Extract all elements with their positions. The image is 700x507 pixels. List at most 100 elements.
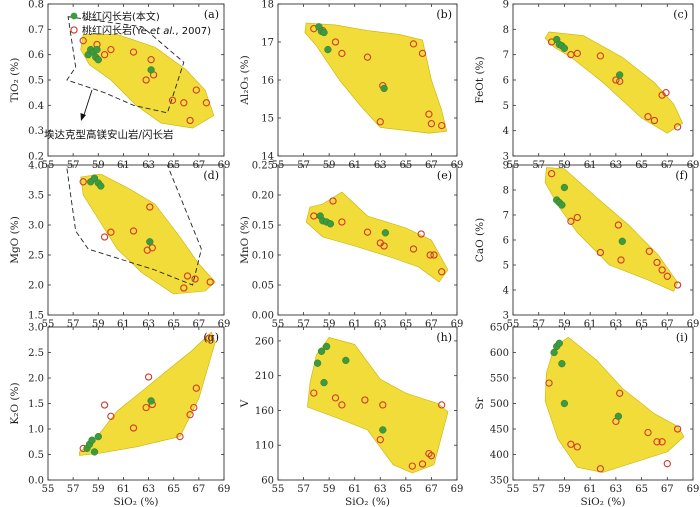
point-ye-h-3 [361,396,369,404]
y-axis-label-f: CaO (%) [474,218,486,262]
field-polygon-i [544,336,685,473]
point-ye-f-5 [617,256,625,264]
point-ye-g-9 [190,403,198,412]
point-this-study-e-4 [381,229,390,237]
field-polygon-g [79,331,216,456]
point-ye-d-5 [146,203,154,211]
x-tick-label-e-5: 65 [399,319,412,330]
y-tick-label-f-1: 4 [503,286,509,297]
point-this-study-i-2 [555,339,563,347]
point-this-study-g-2 [88,436,96,444]
field-polygon-b [304,22,448,134]
y-tick-label-g-4: 2.0 [28,374,44,385]
point-ye-g-5 [144,373,153,381]
point-ye-f-0 [547,170,556,178]
x-tick-label-g-2: 59 [92,484,105,495]
point-ye-c-7 [650,116,659,125]
x-tick-label-f-5: 65 [635,319,648,330]
point-this-study-d-1 [90,174,99,182]
x-tick-label-f-3: 61 [584,319,597,330]
point-this-study-h-1 [317,347,326,355]
point-ye-g-4 [142,403,150,412]
x-tick-label-i-1: 57 [532,484,545,495]
x-tick-label-g-5: 65 [167,484,180,495]
x-tick-label-h-6: 67 [425,484,438,495]
legend-marker-ye [70,26,78,34]
panel-d: 55 57 59 61 63 65 67 69 1.5 2.0 2.5 3.0 3.5 4.0 MgO (%… [9,161,230,331]
panel-letter-c: (c) [673,8,688,21]
point-ye-a-9 [180,99,188,107]
y-tick-label-g-0: 0.0 [28,476,44,487]
annotation-label: 埃达克型高镁安山岩/闪长岩 [44,128,174,141]
point-this-study-b-2 [320,28,328,37]
point-ye-b-2 [331,38,340,46]
x-tick-label-h-2: 59 [323,484,336,495]
x-tick-label-i-2: 59 [558,484,571,495]
x-tick-label-e-3: 61 [348,319,361,330]
point-ye-e-7 [417,230,425,238]
y-tick-label-c-0: 3 [503,152,509,163]
panel-letter-i: (i) [676,331,688,344]
point-this-study-e-3 [326,220,335,228]
point-ye-a-6 [147,56,155,64]
y-tick-label-a-0: 0.2 [28,152,44,163]
legend-marker-this-study [70,12,78,20]
x-tick-label-d-1: 57 [67,319,80,330]
point-ye-i-6 [644,428,652,437]
point-ye-h-6 [408,462,416,470]
panel-letter-b: (b) [436,8,452,21]
y-axis-label-b: Al₂O₃ (%) [239,55,251,105]
point-ye-d-8 [183,272,192,280]
x-tick-label-g-4: 63 [142,484,155,495]
point-ye-f-6 [645,247,653,255]
point-ye-e-10 [438,268,446,276]
point-this-study-f-2 [558,201,566,209]
point-this-study-g-3 [90,448,99,456]
adakitic-field-outline-d [65,165,202,286]
y-tick-label-i-3: 500 [490,399,509,410]
y-axis-label-e: MnO (%) [239,216,251,264]
point-ye-c-10 [673,123,682,131]
y-tick-label-f-5: 8 [503,186,509,197]
x-axis-label-g: SiO₂ (%) [114,496,159,507]
annotation-adakitic-field: 埃达克型高镁安山岩/闪长岩 [44,89,174,141]
panel-i: 55 57 59 61 63 65 67 69 350 400 450 500 550 600 650 Sr S… [474,323,699,507]
point-ye-i-5 [616,389,624,397]
x-axis-label-h: SiO₂ (%) [345,496,390,507]
point-ye-a-0 [79,37,87,45]
point-ye-a-10 [186,116,194,125]
x-tick-label-e-6: 67 [425,319,438,330]
point-ye-e-2 [338,218,346,226]
y-tick-label-c-3: 6 [503,76,509,87]
point-ye-i-10 [673,425,682,433]
point-this-study-i-4 [560,399,569,408]
point-ye-i-8 [658,438,666,446]
y-tick-label-a-3: 0.5 [28,76,44,87]
y-tick-label-h-1: 110 [255,441,274,452]
y-tick-label-e-2: 0.10 [252,251,274,262]
point-ye-d-10 [206,278,214,286]
point-ye-i-7 [653,438,661,446]
legend: 桃红闪长岩(本文) 桃红闪长岩(Ye et al., 2007) [70,10,211,37]
x-tick-label-i-0: 55 [507,484,520,495]
panel-h: 55 57 59 61 63 65 67 69 60 110 160 210 260 V SiO₂ (%) (… [239,326,463,507]
legend-label-ye: 桃红闪长岩(Ye et al., 2007) [82,24,211,37]
point-ye-i-1 [567,440,575,448]
y-tick-label-c-6: 9 [503,0,509,11]
y-tick-label-d-3: 3.0 [28,221,44,232]
y-tick-label-g-1: 0.5 [28,450,44,461]
point-ye-f-8 [658,266,666,274]
point-this-study-d-4 [146,238,154,246]
point-ye-f-2 [573,213,581,222]
x-tick-label-g-6: 67 [192,484,205,495]
x-tick-label-e-2: 59 [323,319,336,330]
point-ye-e-3 [363,228,372,236]
x-tick-label-h-1: 57 [297,484,310,495]
point-ye-a-5 [142,76,150,84]
plot-frame-e [277,164,458,316]
point-this-study-a-6 [147,66,155,74]
y-tick-label-e-0: 0.00 [252,311,274,322]
x-tick-label-f-1: 57 [532,319,545,330]
